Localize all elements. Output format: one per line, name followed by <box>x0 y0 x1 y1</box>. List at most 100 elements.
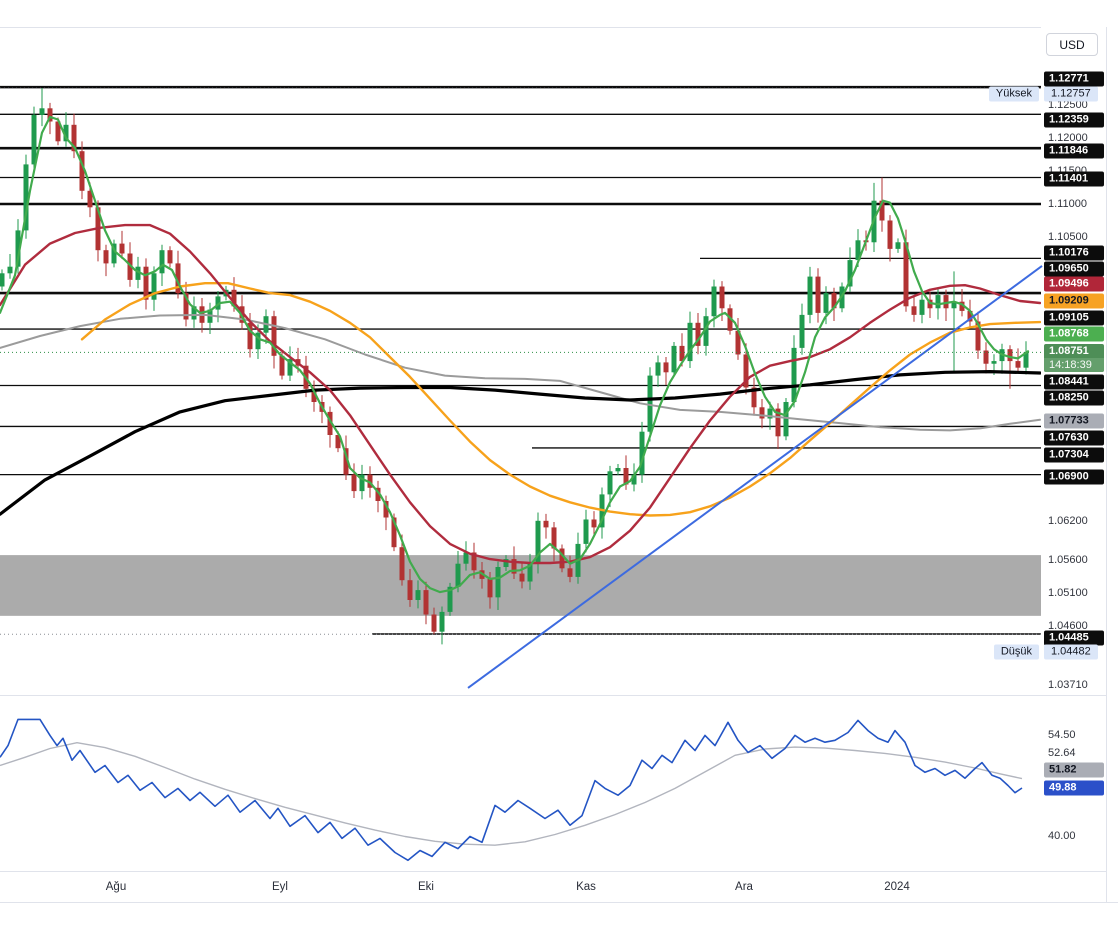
candle-down[interactable] <box>975 321 981 351</box>
candle-up[interactable] <box>895 242 901 249</box>
candle-down[interactable] <box>743 354 749 388</box>
candle-up[interactable] <box>527 563 533 582</box>
candle-down[interactable] <box>903 242 909 307</box>
candle-up[interactable] <box>919 299 925 315</box>
ma-red[interactable] <box>0 223 1041 565</box>
candle-down[interactable] <box>911 306 917 315</box>
candle-up[interactable] <box>255 332 261 350</box>
candle-up[interactable] <box>0 273 5 287</box>
candle-down[interactable] <box>943 295 949 309</box>
horizontal-levels[interactable] <box>0 85 1041 635</box>
candle-down[interactable] <box>559 548 565 569</box>
candle-up[interactable] <box>951 301 957 309</box>
candle-up[interactable] <box>711 286 717 317</box>
candle-down[interactable] <box>983 350 989 364</box>
candle-down[interactable] <box>695 322 701 346</box>
ma-green[interactable] <box>0 115 1030 594</box>
candle-up[interactable] <box>447 586 453 612</box>
candle-up[interactable] <box>151 273 157 300</box>
candle-down[interactable] <box>887 220 893 249</box>
candle-down[interactable] <box>399 547 405 581</box>
candle-down[interactable] <box>367 474 373 488</box>
candle-up[interactable] <box>63 124 69 142</box>
candle-up[interactable] <box>159 250 165 274</box>
candle-up[interactable] <box>847 260 853 287</box>
candle-up[interactable] <box>583 519 589 544</box>
candle-up[interactable] <box>703 316 709 346</box>
rsi-line[interactable] <box>0 718 1023 862</box>
candle-down[interactable] <box>471 552 477 571</box>
candle-up[interactable] <box>503 559 509 567</box>
candle-down[interactable] <box>311 388 317 402</box>
candle-down[interactable] <box>567 568 573 577</box>
candle-down[interactable] <box>119 243 125 254</box>
gray-zone[interactable] <box>0 555 1041 616</box>
candle-down[interactable] <box>967 310 973 322</box>
candle-down[interactable] <box>375 487 381 501</box>
candle-up[interactable] <box>855 240 861 261</box>
candle-down[interactable] <box>831 293 837 309</box>
candle-up[interactable] <box>535 520 541 564</box>
candle-down[interactable] <box>351 474 357 492</box>
candle-up[interactable] <box>647 375 653 432</box>
candle-down[interactable] <box>167 250 173 264</box>
candle-up[interactable] <box>15 230 21 267</box>
supply-demand-zone[interactable] <box>0 555 1041 616</box>
candle-up[interactable] <box>111 243 117 264</box>
candle-down[interactable] <box>759 407 765 419</box>
candle-down[interactable] <box>551 527 557 549</box>
candle-down[interactable] <box>103 250 109 264</box>
candle-up[interactable] <box>639 431 645 475</box>
candle-down[interactable] <box>679 345 685 362</box>
candle-down[interactable] <box>511 559 517 574</box>
candle-down[interactable] <box>591 519 597 528</box>
trendline-blue[interactable] <box>467 265 1043 689</box>
ma-gray[interactable] <box>0 313 1041 432</box>
candle-down[interactable] <box>79 151 85 191</box>
rsi-signal-line[interactable] <box>0 742 1023 846</box>
candle-up[interactable] <box>823 293 829 313</box>
price-scale-axis[interactable]: 1.125001.120001.115001.110001.105001.062… <box>1043 0 1107 939</box>
candle-up[interactable] <box>39 108 45 115</box>
candle-down[interactable] <box>143 266 149 300</box>
candle-down[interactable] <box>815 276 821 313</box>
candle-up[interactable] <box>1023 352 1029 368</box>
candle-up[interactable] <box>935 295 941 309</box>
candle-up[interactable] <box>631 474 637 485</box>
candle-up[interactable] <box>191 306 197 320</box>
candle-up[interactable] <box>31 114 37 165</box>
candle-up[interactable] <box>687 322 693 362</box>
candle-up[interactable] <box>455 563 461 587</box>
candle-down[interactable] <box>343 448 349 475</box>
candle-up[interactable] <box>991 361 997 364</box>
candle-up[interactable] <box>415 590 421 600</box>
candle-down[interactable] <box>383 501 389 518</box>
candle-down[interactable] <box>1015 361 1021 368</box>
candle-down[interactable] <box>623 468 629 485</box>
candle-down[interactable] <box>279 355 285 376</box>
candle-down[interactable] <box>487 578 493 598</box>
candle-up[interactable] <box>135 266 141 280</box>
candle-up[interactable] <box>615 468 621 472</box>
candle-up[interactable] <box>439 611 445 632</box>
candle-down[interactable] <box>71 124 77 152</box>
candle-down[interactable] <box>55 121 61 142</box>
candle-down[interactable] <box>175 263 181 294</box>
candle-down[interactable] <box>727 308 733 331</box>
candle-down[interactable] <box>775 408 781 437</box>
candle-down[interactable] <box>1007 349 1013 362</box>
candle-up[interactable] <box>23 164 29 231</box>
candle-down[interactable] <box>183 293 189 320</box>
candle-up[interactable] <box>767 408 773 419</box>
candle-up[interactable] <box>7 266 13 274</box>
candle-down[interactable] <box>735 330 741 355</box>
candle-up[interactable] <box>463 552 469 564</box>
candle-up[interactable] <box>799 314 805 348</box>
candle-up[interactable] <box>807 276 813 315</box>
candle-up[interactable] <box>655 362 661 376</box>
candle-down[interactable] <box>423 590 429 615</box>
candle-up[interactable] <box>359 474 365 492</box>
candle-down[interactable] <box>663 362 669 373</box>
candle-up[interactable] <box>783 402 789 437</box>
